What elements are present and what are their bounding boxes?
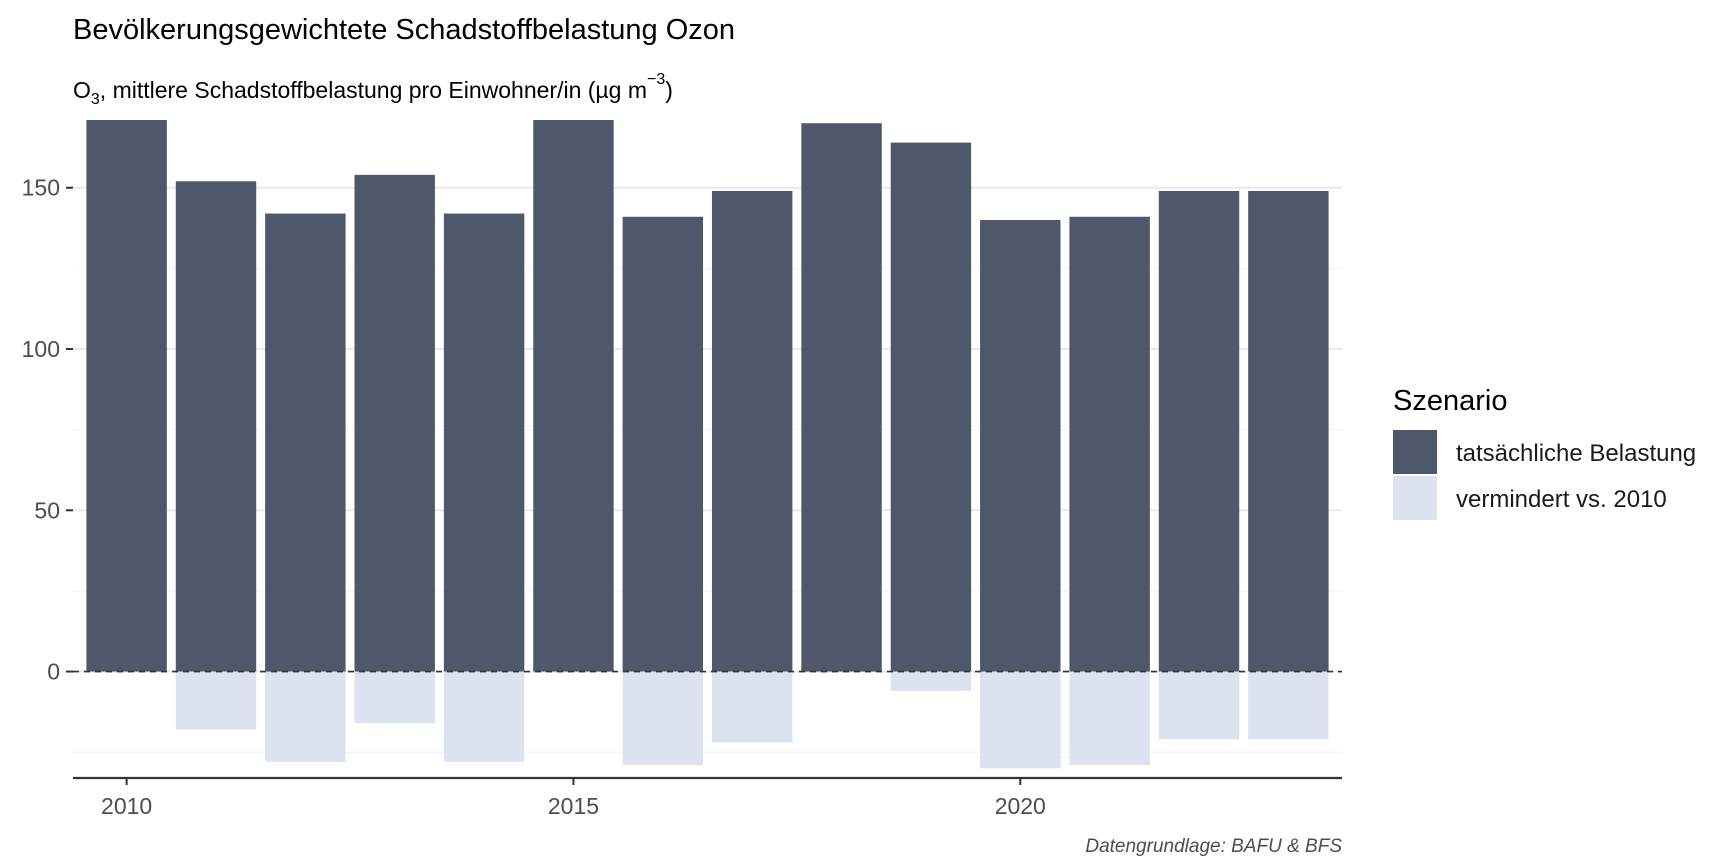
legend-title: Szenario: [1393, 385, 1507, 417]
bar-actual-2018: [801, 123, 882, 672]
legend-swatch-tatsaechliche-belastung: [1393, 430, 1437, 474]
legend-label-tatsaechliche-belastung: tatsächliche Belastung: [1456, 440, 1696, 467]
bar-actual-2013: [354, 174, 435, 672]
bar-reduced-2012: [265, 671, 346, 762]
bar-actual-2023: [1248, 190, 1329, 672]
chart-subtitle: O3, mittlere Schadstoffbelastung pro Ein…: [73, 71, 673, 108]
y-tick-label: 50: [34, 497, 60, 523]
y-tick-label: 150: [22, 175, 60, 201]
bar-actual-2017: [711, 190, 793, 672]
bar-actual-2020: [980, 219, 1061, 672]
x-tick-label: 2015: [548, 793, 599, 819]
bar-reduced-2023: [1248, 671, 1329, 740]
bar-reduced-2021: [1069, 671, 1150, 766]
bar-actual-2016: [622, 216, 704, 672]
x-tick-label: 2020: [995, 793, 1046, 819]
legend: Szenario tatsächliche Belastung verminde…: [1393, 385, 1696, 520]
chart-title: Bevölkerungsgewichtete Schadstoffbelastu…: [73, 14, 735, 46]
bar-actual-2011: [175, 181, 257, 672]
bars: [86, 120, 1329, 769]
bar-reduced-2011: [175, 671, 257, 730]
y-tick-label: 100: [22, 336, 60, 362]
bar-reduced-2016: [622, 671, 704, 766]
legend-swatch-vermindert: [1393, 476, 1437, 520]
bar-actual-2019: [890, 142, 972, 672]
bar-actual-2021: [1069, 216, 1150, 672]
bar-reduced-2020: [980, 671, 1061, 769]
x-tick-label: 2010: [101, 793, 152, 819]
bar-actual-2015: [533, 120, 614, 672]
x-axis: 2010 2015 2020: [101, 778, 1046, 819]
y-axis: 0 50 100 150: [22, 175, 73, 685]
bar-reduced-2022: [1158, 671, 1240, 740]
bar-actual-2012: [265, 213, 346, 672]
bar-reduced-2017: [711, 671, 793, 743]
legend-label-vermindert: vermindert vs. 2010: [1456, 486, 1667, 513]
y-tick-label: 0: [47, 659, 60, 685]
chart-caption: Datengrundlage: BAFU & BFS: [1085, 836, 1342, 857]
bar-actual-2014: [443, 213, 525, 672]
bar-actual-2022: [1158, 190, 1240, 672]
grid: [73, 186, 1342, 753]
bar-reduced-2014: [443, 671, 525, 762]
bar-actual-2010: [86, 120, 167, 672]
bar-reduced-2013: [354, 671, 435, 724]
bar-reduced-2019: [890, 671, 972, 691]
